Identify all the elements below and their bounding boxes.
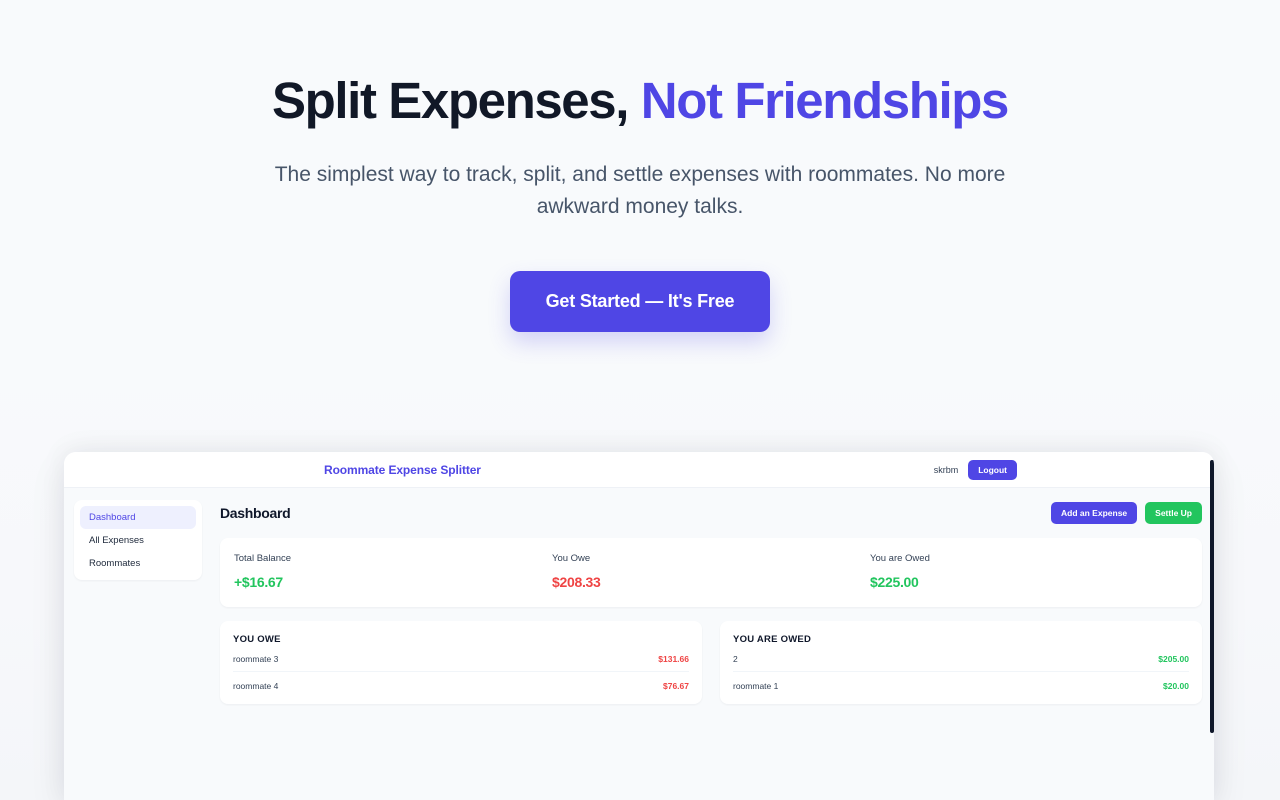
dashboard-title: Dashboard xyxy=(220,505,291,521)
hero-section: Split Expenses, Not Friendships The simp… xyxy=(0,0,1280,332)
amount-owed: $76.67 xyxy=(663,681,689,691)
page-title: Split Expenses, Not Friendships xyxy=(0,72,1280,129)
stat-value: $225.00 xyxy=(870,574,919,590)
panels-row: YOU OWE roommate 3 $131.66 roommate 4 $7… xyxy=(220,621,1202,704)
sidebar-item-dashboard[interactable]: Dashboard xyxy=(80,506,196,529)
username-label: skrbm xyxy=(933,464,959,475)
stat-label: You Owe xyxy=(552,553,591,564)
roommate-name: 2 xyxy=(733,654,738,664)
hero-cta-container: Get Started — It's Free xyxy=(0,270,1280,332)
preview-scrollbar[interactable] xyxy=(1210,460,1214,733)
settle-up-button[interactable]: Settle Up xyxy=(1145,502,1202,524)
main-actions: Add an Expense Settle Up xyxy=(1051,502,1202,524)
get-started-button[interactable]: Get Started — It's Free xyxy=(509,270,771,332)
amount-owed: $205.00 xyxy=(1158,654,1189,664)
list-item[interactable]: roommate 3 $131.66 xyxy=(233,645,689,672)
stat-you-owe: You Owe $208.33 xyxy=(552,553,870,590)
stat-you-are-owed: You are Owed $225.00 xyxy=(870,553,1188,590)
app-preview-window: Roommate Expense Splitter skrbm Logout D… xyxy=(64,452,1214,800)
sidebar-item-all-expenses[interactable]: All Expenses xyxy=(89,535,144,546)
main-content: Dashboard Add an Expense Settle Up Total… xyxy=(220,500,1202,704)
stat-label: Total Balance xyxy=(234,553,292,564)
amount-owed: $20.00 xyxy=(1163,681,1189,691)
logout-button[interactable]: Logout xyxy=(968,459,1017,480)
sidebar: Dashboard All Expenses Roommates xyxy=(74,500,202,580)
roommate-name: roommate 4 xyxy=(233,681,279,691)
you-are-owed-panel: YOU ARE OWED 2 $205.00 roommate 1 $20.00 xyxy=(720,621,1202,704)
list-item[interactable]: roommate 1 $20.00 xyxy=(733,672,1189,693)
app-header: Roommate Expense Splitter skrbm Logout xyxy=(64,452,1214,488)
main-header: Dashboard Add an Expense Settle Up xyxy=(220,500,1202,526)
roommate-name: roommate 3 xyxy=(233,654,279,664)
hero-title-primary: Split Expenses, xyxy=(272,72,629,129)
sidebar-item-roommates[interactable]: Roommates xyxy=(89,558,141,569)
hero-subtitle: The simplest way to track, split, and se… xyxy=(274,163,1006,219)
app-header-right: skrbm Logout xyxy=(933,459,1017,480)
you-owe-panel: YOU OWE roommate 3 $131.66 roommate 4 $7… xyxy=(220,621,702,704)
stat-label: You are Owed xyxy=(870,553,930,564)
panel-title: YOU ARE OWED xyxy=(733,634,812,645)
add-expense-button[interactable]: Add an Expense xyxy=(1051,502,1138,524)
list-item[interactable]: roommate 4 $76.67 xyxy=(233,672,689,693)
stat-value: $208.33 xyxy=(552,574,601,590)
stat-total-balance: Total Balance +$16.67 xyxy=(234,553,552,590)
list-item[interactable]: 2 $205.00 xyxy=(733,645,1189,672)
stats-card: Total Balance +$16.67 You Owe $208.33 Yo… xyxy=(220,538,1202,607)
app-body: Dashboard All Expenses Roommates Dashboa… xyxy=(64,488,1214,704)
panel-title: YOU OWE xyxy=(233,634,281,645)
roommate-name: roommate 1 xyxy=(733,681,779,691)
amount-owed: $131.66 xyxy=(658,654,689,664)
hero-title-accent: Not Friendships xyxy=(628,72,1010,129)
stat-value: +$16.67 xyxy=(234,574,283,590)
app-brand-logo[interactable]: Roommate Expense Splitter xyxy=(324,462,481,477)
